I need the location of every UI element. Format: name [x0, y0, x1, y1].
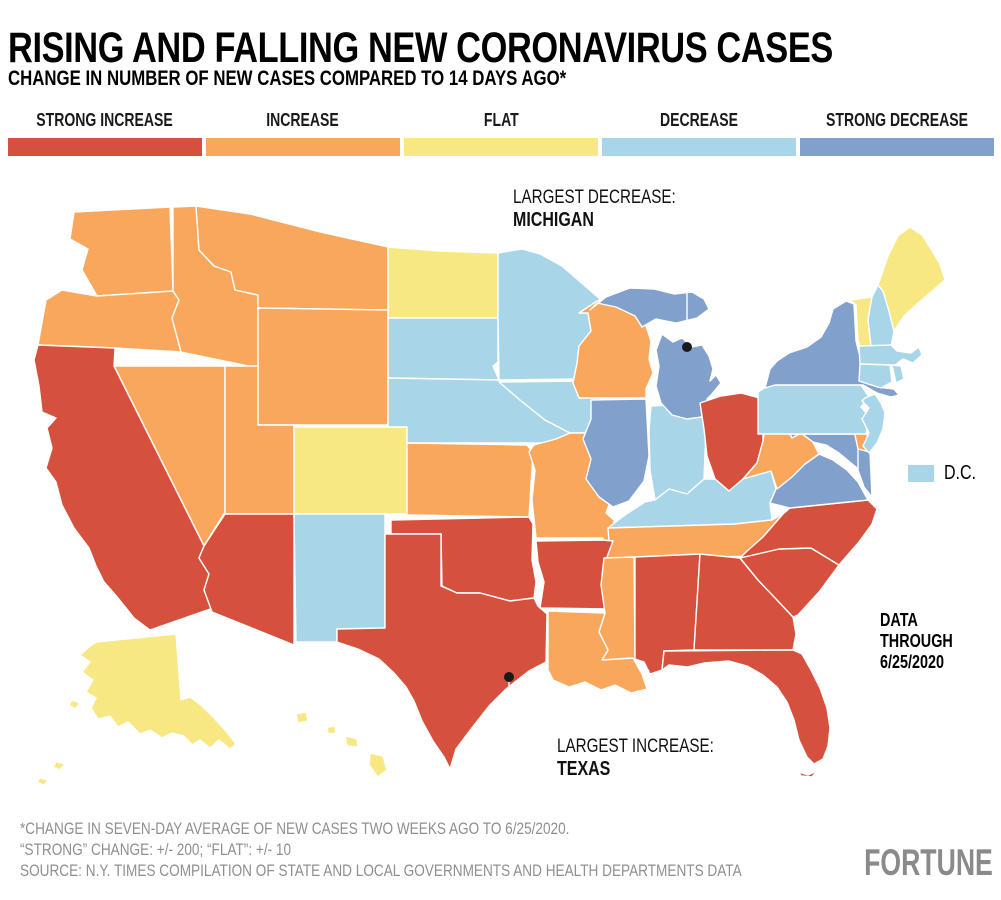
dc-swatch	[908, 465, 934, 482]
state-rhode-island	[891, 364, 905, 384]
state-texas	[336, 533, 548, 770]
callout-state: MICHIGAN	[513, 209, 594, 231]
legend-label: DECREASE	[659, 110, 739, 130]
page-title: RISING AND FALLING NEW CORONAVIRUS CASES	[8, 24, 833, 72]
state-arkansas	[535, 539, 614, 610]
legend-item-strong-decrease: STRONG DECREASE	[800, 110, 994, 156]
state-hawaii-oahu	[326, 725, 337, 735]
state-new-jersey	[861, 393, 886, 454]
footnotes: *CHANGE IN SEVEN-DAY AVERAGE OF NEW CASE…	[20, 818, 922, 881]
legend-label: STRONG DECREASE	[826, 110, 968, 130]
state-colorado	[293, 426, 408, 515]
state-kentucky	[607, 462, 777, 529]
page-subtitle: CHANGE IN NUMBER OF NEW CASES COMPARED T…	[8, 67, 567, 90]
legend-swatch-strong-increase	[8, 138, 202, 156]
legend-swatch-strong-decrease	[800, 138, 994, 156]
state-alaska-island-2	[52, 761, 66, 771]
callout-label: LARGEST DECREASE:	[513, 187, 676, 208]
legend-label: STRONG INCREASE	[36, 110, 174, 130]
legend-item-strong-increase: STRONG INCREASE	[8, 110, 202, 156]
state-illinois	[582, 398, 650, 508]
state-south-dakota	[387, 317, 500, 381]
state-north-carolina	[739, 499, 878, 566]
legend-item-flat: FLAT	[404, 110, 598, 156]
state-new-mexico	[293, 513, 386, 643]
dc-label: D.C.	[944, 462, 976, 484]
texas-callout-line	[508, 682, 549, 749]
state-hawaii-maui	[344, 735, 359, 748]
fortune-logo: FORTUNE	[864, 842, 993, 883]
michigan-callout-dot	[682, 342, 692, 352]
state-north-dakota	[387, 246, 499, 319]
callout-label: LARGEST INCREASE:	[557, 736, 714, 757]
state-louisiana	[547, 610, 648, 694]
state-maine	[877, 226, 946, 332]
callout-largest-increase: LARGEST INCREASE: TEXAS	[557, 735, 753, 781]
legend-item-decrease: DECREASE	[602, 110, 796, 156]
state-hawaii-kauai	[295, 711, 309, 724]
state-wyoming	[257, 307, 389, 426]
legend-item-increase: INCREASE	[206, 110, 400, 156]
legend-swatch-increase	[206, 138, 400, 156]
state-kansas	[406, 442, 534, 518]
state-massachusetts	[858, 344, 923, 366]
texas-callout-dot	[504, 672, 514, 682]
callout-state: TEXAS	[557, 758, 611, 780]
state-hawaii-big-island	[368, 752, 388, 778]
state-florida-keys	[798, 770, 818, 778]
state-connecticut	[858, 363, 893, 389]
state-alaska	[79, 633, 237, 750]
footnote-source: SOURCE: N.Y. TIMES COMPILATION OF STATE …	[20, 861, 742, 880]
legend-swatch-flat	[404, 138, 598, 156]
state-montana	[195, 205, 389, 311]
state-oregon	[37, 289, 182, 353]
legend-label: INCREASE	[266, 110, 340, 130]
footnote-change: *CHANGE IN SEVEN-DAY AVERAGE OF NEW CASE…	[20, 819, 570, 838]
state-alaska-island-3	[36, 777, 49, 786]
michigan-callout-line	[624, 224, 688, 341]
state-alaska-island-1	[68, 699, 81, 710]
state-pennsylvania	[757, 380, 871, 435]
state-michigan-upper	[589, 287, 710, 328]
data-through-note: DATA THROUGH 6/25/2020	[880, 610, 953, 672]
callout-largest-decrease: LARGEST DECREASE: MICHIGAN	[513, 186, 716, 232]
state-arizona	[198, 513, 295, 646]
state-michigan-lower	[655, 333, 722, 420]
legend-swatch-decrease	[602, 138, 796, 156]
state-washington	[69, 206, 174, 297]
footnote-strong-flat: “STRONG” CHANGE: +/- 200; “FLAT”: +/- 10	[20, 840, 292, 859]
legend-label: FLAT	[483, 110, 519, 130]
state-florida	[661, 649, 831, 765]
